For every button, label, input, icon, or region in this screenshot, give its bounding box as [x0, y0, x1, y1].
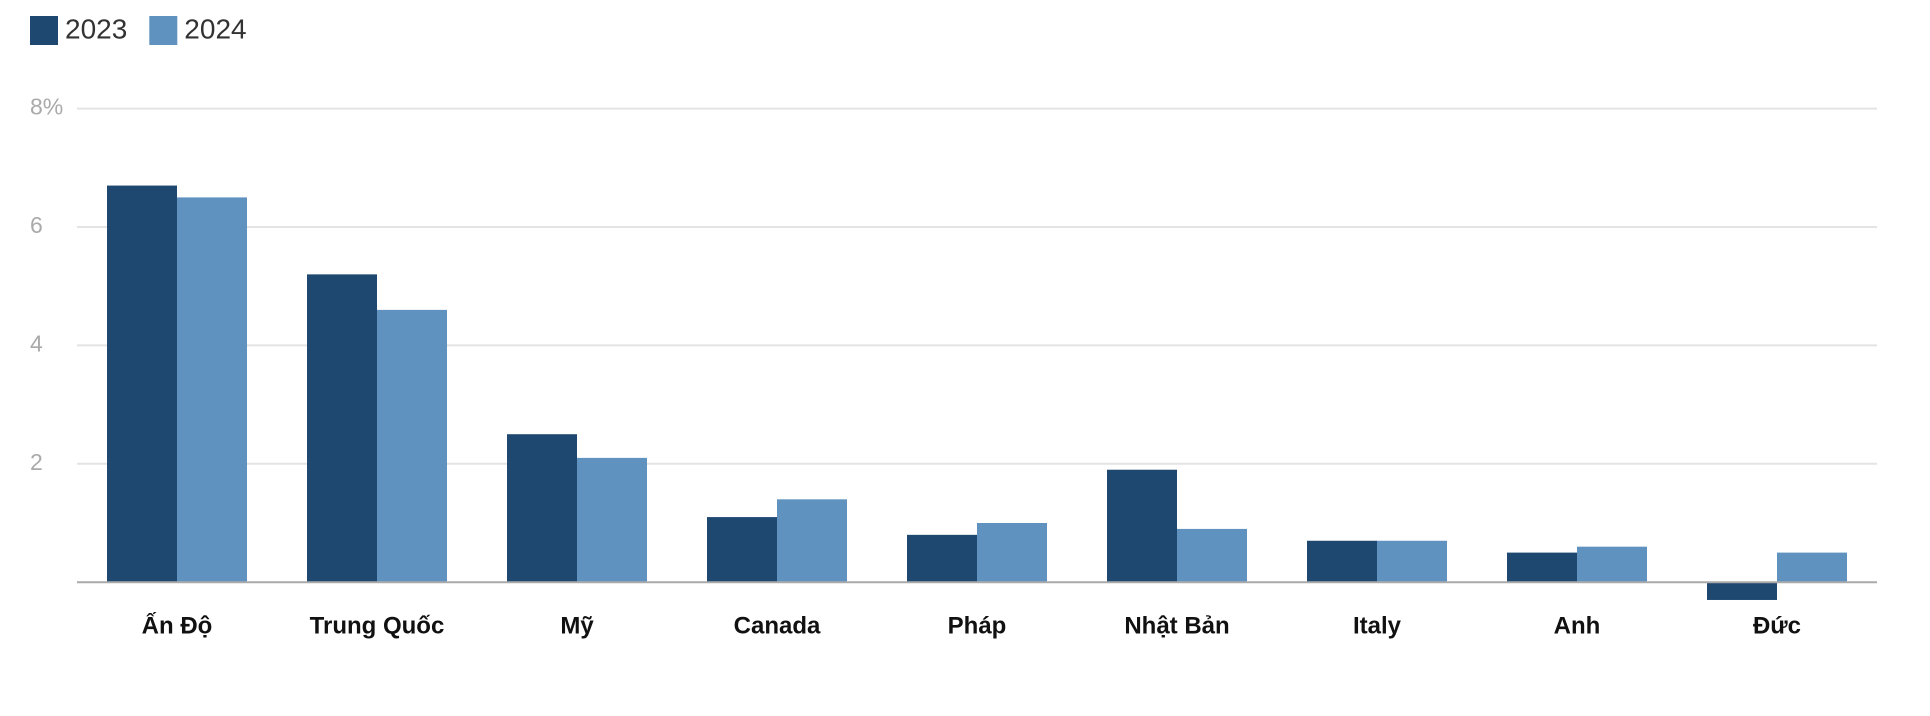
x-tick-label: Mỹ — [560, 612, 594, 639]
bar — [777, 499, 847, 583]
bar — [977, 523, 1047, 583]
bar — [1577, 546, 1647, 583]
bar — [307, 274, 377, 583]
bar — [1377, 540, 1447, 583]
y-tick-label: 8% — [30, 94, 63, 120]
x-tick-label: Trung Quốc — [310, 612, 445, 639]
legend-label: 2024 — [184, 13, 246, 44]
legend-label: 2023 — [65, 13, 127, 44]
x-tick-label: Canada — [734, 612, 821, 639]
bar — [1507, 552, 1577, 583]
bar — [907, 534, 977, 583]
x-tick-label: Italy — [1353, 612, 1402, 639]
x-tick-label: Anh — [1554, 612, 1601, 639]
bar — [1177, 528, 1247, 583]
bar — [1707, 582, 1777, 600]
bar — [707, 517, 777, 583]
legend-swatch — [149, 16, 178, 45]
bar — [1107, 469, 1177, 583]
bar — [107, 185, 177, 583]
bar — [377, 309, 447, 583]
x-tick-label: Đức — [1753, 612, 1801, 639]
bar — [1307, 540, 1377, 583]
y-tick-label: 4 — [30, 330, 43, 356]
bar — [507, 434, 577, 583]
legend-swatch — [30, 16, 58, 45]
x-tick-label: Nhật Bản — [1124, 612, 1229, 639]
bar — [1777, 552, 1847, 583]
bar — [177, 197, 247, 583]
x-tick-label: Pháp — [948, 612, 1007, 639]
y-tick-label: 6 — [30, 212, 43, 238]
y-tick-label: 2 — [30, 449, 43, 475]
bar — [577, 457, 647, 583]
x-tick-label: Ấn Độ — [142, 611, 213, 639]
